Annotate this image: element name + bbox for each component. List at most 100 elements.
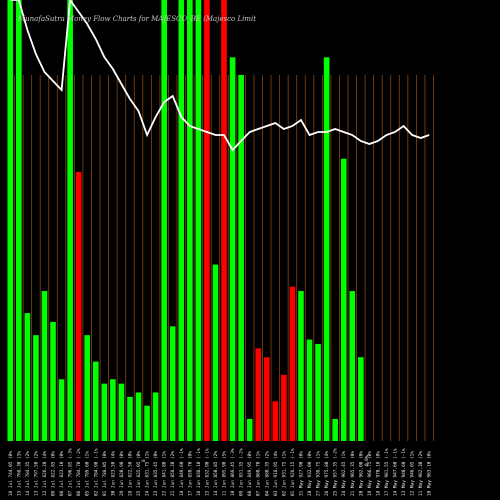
bar <box>289 286 296 441</box>
tick-label: 29 Jun 820.90 (0% <box>119 451 125 496</box>
tick-label: 06 Jul 784.70 (-2% <box>76 448 82 496</box>
tick-label: 08 Jun 849.95 (0% <box>247 451 253 496</box>
tick-label: 21 Jun 858.20 (2% <box>170 451 176 496</box>
tick-label: 08 Jul 823.10 (0% <box>59 451 65 496</box>
tick-label: 21 May 965.35 (0% <box>350 451 356 496</box>
bar <box>169 326 176 441</box>
bar <box>118 383 125 441</box>
bar <box>41 291 48 441</box>
bars <box>7 0 364 442</box>
tick-label: 11 May 962.30 (2% <box>418 451 424 496</box>
tick-label: 24 Jun 831.75 (1% <box>145 451 151 496</box>
bar <box>272 401 279 441</box>
bar <box>144 405 150 441</box>
bar <box>323 57 330 442</box>
bar <box>7 0 14 441</box>
bar <box>229 57 236 442</box>
extra-tick-label: 8 <box>141 459 147 462</box>
bar <box>50 321 56 441</box>
tick-label: 02 Jun 931.75 (1% <box>281 451 287 496</box>
bar <box>127 396 133 441</box>
tick-label: 17 May 961.55 (-1% <box>384 448 390 496</box>
chart-title: MunafaSutra Money Flow Charts for MAJESC… <box>17 15 256 23</box>
tick-label: 02 Jul 784.90 (-1% <box>93 448 99 496</box>
tick-label: 10 May 963.10 (0% <box>427 451 433 496</box>
bar <box>298 291 304 441</box>
tick-label: 14 Jul 784.35 (2% <box>25 451 31 496</box>
bar <box>101 383 108 441</box>
tick-label: 11 Jun 895.90 (5% <box>222 451 228 496</box>
tick-label: 13 May 940.60 (-1% <box>401 448 407 496</box>
tick-label: 18 May 970.10 (0% <box>375 451 381 496</box>
bar <box>152 392 159 441</box>
tick-label: 26 May 975.80 (4% <box>324 451 330 496</box>
tick-label: 28 May 932.00 (0% <box>307 451 313 496</box>
tick-label: 03 Jun 918.95 (4% <box>273 451 279 496</box>
bar <box>212 264 219 441</box>
bar <box>24 313 31 441</box>
tick-label: 16 Jun 838.10 (-1% <box>196 448 202 496</box>
tick-label: 19 May 966.75 (0% <box>367 451 373 496</box>
bar <box>281 374 287 441</box>
tick-label: 09 Jun 851.35 (-2% <box>239 448 245 496</box>
bar <box>204 0 210 441</box>
bar <box>195 0 202 441</box>
tick-label: 12 May 946.05 (1% <box>410 451 416 496</box>
tick-label: 20 May 962.00 (0% <box>358 451 364 496</box>
tick-label: 25 Jun 825.05 (0% <box>136 451 142 496</box>
tick-label: 12 Jul 826.20 (4% <box>42 451 48 496</box>
price-line-group <box>10 0 430 152</box>
tick-label: 14 May 947.60 (-1% <box>393 448 399 496</box>
bar <box>358 357 364 441</box>
tick-label: 22 Jun 841.80 (1% <box>162 451 168 496</box>
bar <box>135 392 142 441</box>
tick-label: 01 Jul 788.05 (0% <box>102 451 108 496</box>
bar <box>92 361 99 441</box>
bar <box>16 0 22 441</box>
bar <box>315 343 321 441</box>
bar <box>67 0 73 441</box>
bar <box>75 171 82 442</box>
price-line <box>10 0 430 152</box>
tick-label: 17 Jun 850.70 (0% <box>187 451 193 496</box>
tick-label: 30 Jun 823.50 (4% <box>110 451 116 496</box>
tick-label: 13 Jul 797.50 (2% <box>33 451 39 496</box>
bar <box>263 357 270 441</box>
tick-label: 25 May 957.35 (-2% <box>333 448 339 496</box>
bar <box>246 418 253 441</box>
bar <box>110 379 116 441</box>
bar <box>255 348 262 441</box>
bar <box>33 335 39 441</box>
tick-label: 23 Jun 835.45 (0% <box>153 451 159 496</box>
tick-label: 16 Jul 744.05 (0% <box>8 451 14 496</box>
bar <box>84 335 91 441</box>
extra-tick-label: 0.0% <box>364 455 370 466</box>
bar <box>221 0 227 441</box>
bar <box>58 379 65 441</box>
tick-label: 04 Jun 880.35 (2% <box>264 451 270 496</box>
tick-label: 31 May 927.90 (0% <box>298 451 304 496</box>
tick-label: 05 Jul 789.60 (1% <box>85 451 91 496</box>
bar <box>332 418 338 441</box>
bar <box>161 0 167 441</box>
tick-label: 18 Jun 849.60 (-1% <box>179 448 185 496</box>
bar <box>306 339 313 441</box>
tick-label: 07 Jul 796.85 (-3% <box>68 448 74 496</box>
tick-label: 15 Jul 768.30 (3% <box>16 451 22 496</box>
tick-label: 07 Jun 860.70 (1% <box>256 451 262 496</box>
tick-labels: 16 Jul 744.05 (0% 15 Jul 768.30 (3% 14 Jul… <box>8 448 433 496</box>
bar <box>340 158 347 441</box>
tick-label: 10 Jun 869.45 (-3% <box>230 448 236 496</box>
bar <box>187 0 193 441</box>
bar <box>349 291 356 441</box>
tick-label: 14 Jun 850.85 (2% <box>213 451 219 496</box>
tick-label: 01 Jun 926.15 (-1% <box>290 448 296 496</box>
tick-label: 15 Jun 832.90 (-1% <box>204 448 210 496</box>
tick-label: 24 May 962.45 (1% <box>341 451 347 496</box>
grid-lines <box>14 75 434 441</box>
tick-label: 09 Jul 822.85 (0% <box>51 451 57 496</box>
tick-label: 28 Jun 822.50 (0% <box>127 451 133 496</box>
bar <box>178 0 185 441</box>
